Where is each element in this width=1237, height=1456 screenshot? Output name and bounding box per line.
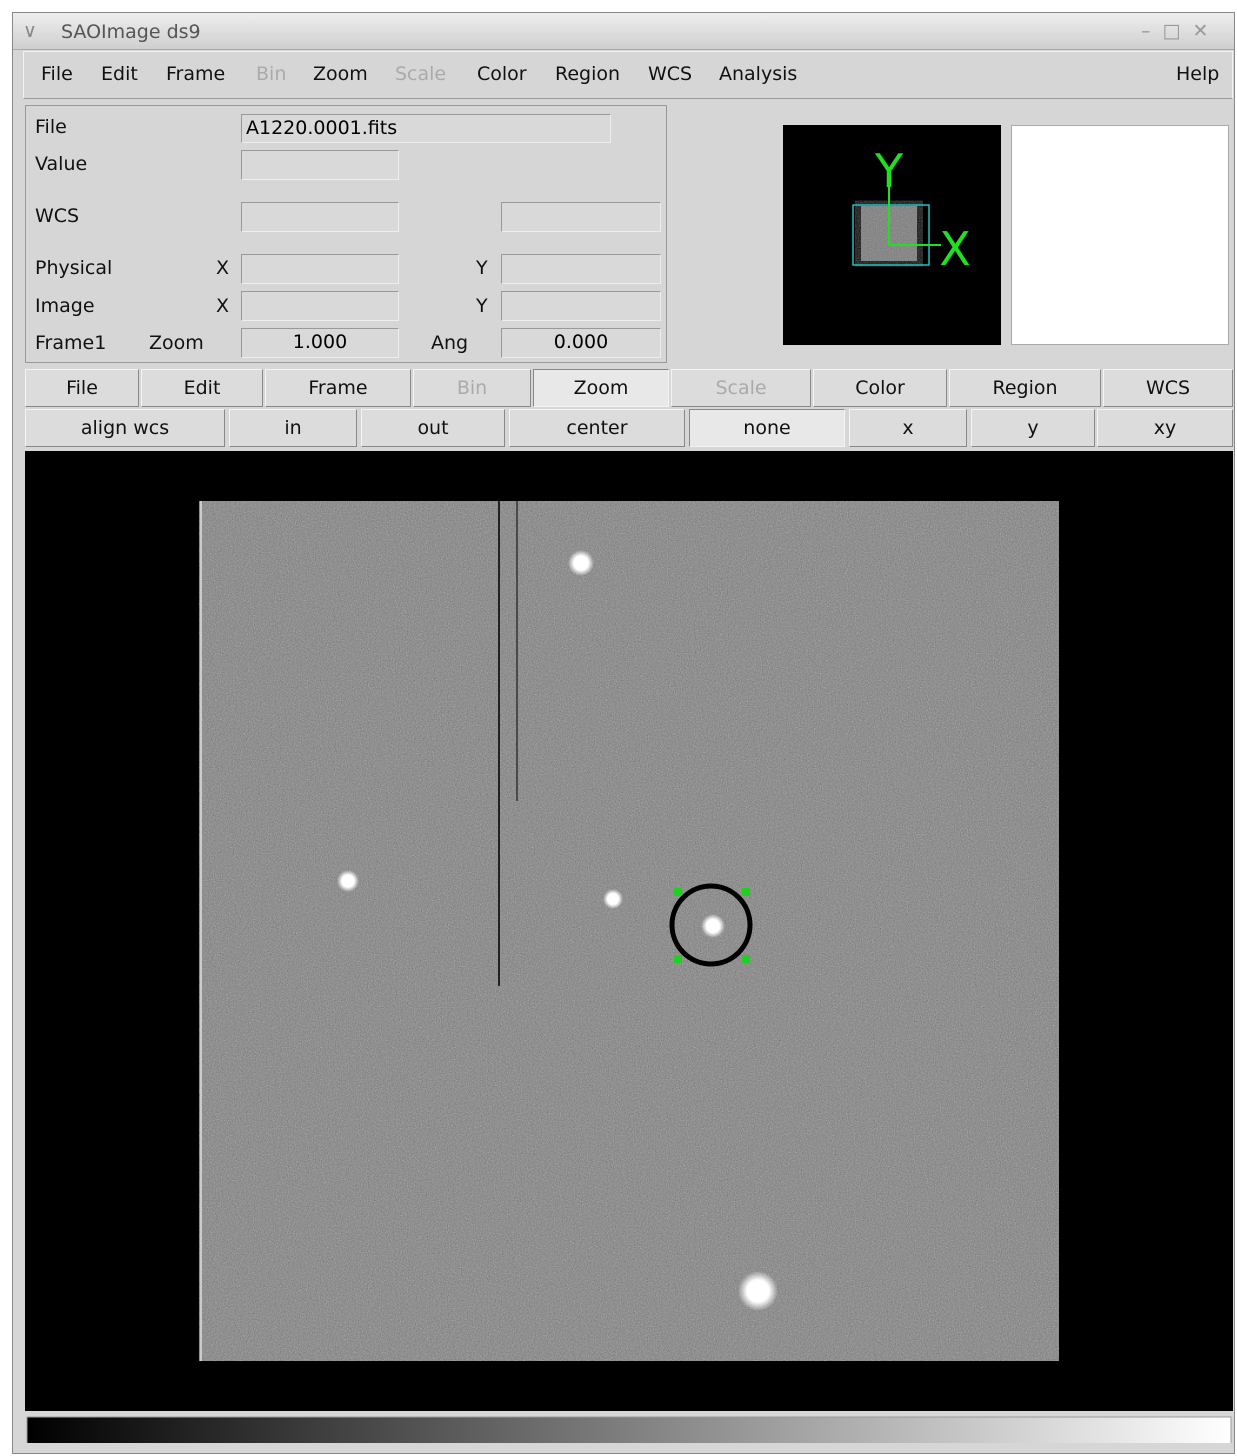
colorbar bbox=[26, 1416, 1232, 1443]
physical-x-field bbox=[241, 254, 399, 284]
menu-item: Bin bbox=[256, 63, 287, 85]
button[interactable]: x bbox=[849, 409, 967, 447]
menu-item[interactable]: File bbox=[41, 63, 73, 85]
file-field: A1220.0001.fits bbox=[241, 114, 611, 143]
star bbox=[337, 870, 359, 892]
menu-item[interactable]: WCS bbox=[648, 63, 693, 85]
image-noise bbox=[199, 501, 1059, 1361]
region-handle[interactable] bbox=[742, 955, 750, 963]
angle-field: 0.000 bbox=[501, 328, 661, 358]
label: Image bbox=[35, 295, 95, 317]
menu-item[interactable]: Analysis bbox=[719, 63, 798, 85]
axis-label: Y bbox=[874, 144, 904, 198]
panner: Y X bbox=[783, 125, 1001, 345]
button[interactable]: center bbox=[509, 409, 685, 447]
label: Physical bbox=[35, 257, 113, 279]
wcs-field bbox=[501, 202, 661, 232]
label: Y bbox=[476, 257, 488, 279]
label: WCS bbox=[35, 205, 80, 227]
menu-item[interactable]: Edit bbox=[101, 63, 138, 85]
info-panel bbox=[25, 105, 667, 363]
label: File bbox=[35, 116, 67, 138]
button[interactable]: y bbox=[971, 409, 1095, 447]
label: X bbox=[216, 295, 230, 317]
axis-label: X bbox=[939, 222, 971, 276]
label: Ang bbox=[431, 332, 469, 354]
physical-y-field bbox=[501, 254, 661, 284]
menu-item[interactable]: Frame bbox=[166, 63, 226, 85]
wcs-field bbox=[241, 202, 399, 232]
star bbox=[568, 550, 594, 576]
magnifier bbox=[1011, 125, 1229, 345]
button: Bin bbox=[413, 369, 531, 407]
star bbox=[738, 1271, 778, 1311]
region-handle[interactable] bbox=[674, 955, 682, 963]
panner-box bbox=[852, 204, 930, 266]
label: Frame1 bbox=[35, 332, 107, 354]
window-title: SAOImage ds9 bbox=[61, 21, 201, 43]
menu-item[interactable]: Help bbox=[1176, 63, 1220, 85]
zoom-field: 1.000 bbox=[241, 328, 399, 358]
button[interactable]: in bbox=[229, 409, 357, 447]
title-bar bbox=[13, 13, 1234, 50]
button[interactable]: File bbox=[25, 369, 139, 407]
menu-item: Scale bbox=[395, 63, 447, 85]
image-display bbox=[25, 451, 1233, 1443]
label: Y bbox=[476, 295, 488, 317]
image-y-field bbox=[501, 291, 661, 321]
label: X bbox=[216, 257, 230, 279]
menu-bar bbox=[23, 51, 1233, 99]
menu-item[interactable]: Zoom bbox=[313, 63, 368, 85]
button[interactable]: Zoom bbox=[533, 369, 669, 407]
image-x-field bbox=[241, 291, 399, 321]
star bbox=[603, 889, 623, 909]
star bbox=[701, 914, 725, 938]
value-field bbox=[241, 150, 399, 180]
label: Value bbox=[35, 153, 88, 175]
button[interactable]: xy bbox=[1097, 409, 1233, 447]
menu-item[interactable]: Color bbox=[477, 63, 527, 85]
button[interactable]: out bbox=[361, 409, 505, 447]
region-handle[interactable] bbox=[742, 888, 750, 896]
button[interactable]: none bbox=[689, 409, 845, 447]
region-circle[interactable] bbox=[669, 883, 753, 967]
label: Zoom bbox=[149, 332, 204, 354]
window: ∨ SAOImage ds9 –□✕ File A1220.0001.fits … bbox=[12, 12, 1235, 1454]
button[interactable]: Region bbox=[949, 369, 1101, 407]
button: Scale bbox=[671, 369, 811, 407]
region-handle[interactable] bbox=[674, 888, 682, 896]
button[interactable]: Color bbox=[813, 369, 947, 407]
button[interactable]: Edit bbox=[141, 369, 263, 407]
menu-item[interactable]: Region bbox=[555, 63, 621, 85]
window-controls[interactable]: –□✕ bbox=[1141, 20, 1221, 42]
button[interactable]: align wcs bbox=[25, 409, 225, 447]
button[interactable]: Frame bbox=[265, 369, 411, 407]
window-menu-icon[interactable]: ∨ bbox=[23, 20, 37, 42]
button[interactable]: WCS bbox=[1103, 369, 1233, 407]
